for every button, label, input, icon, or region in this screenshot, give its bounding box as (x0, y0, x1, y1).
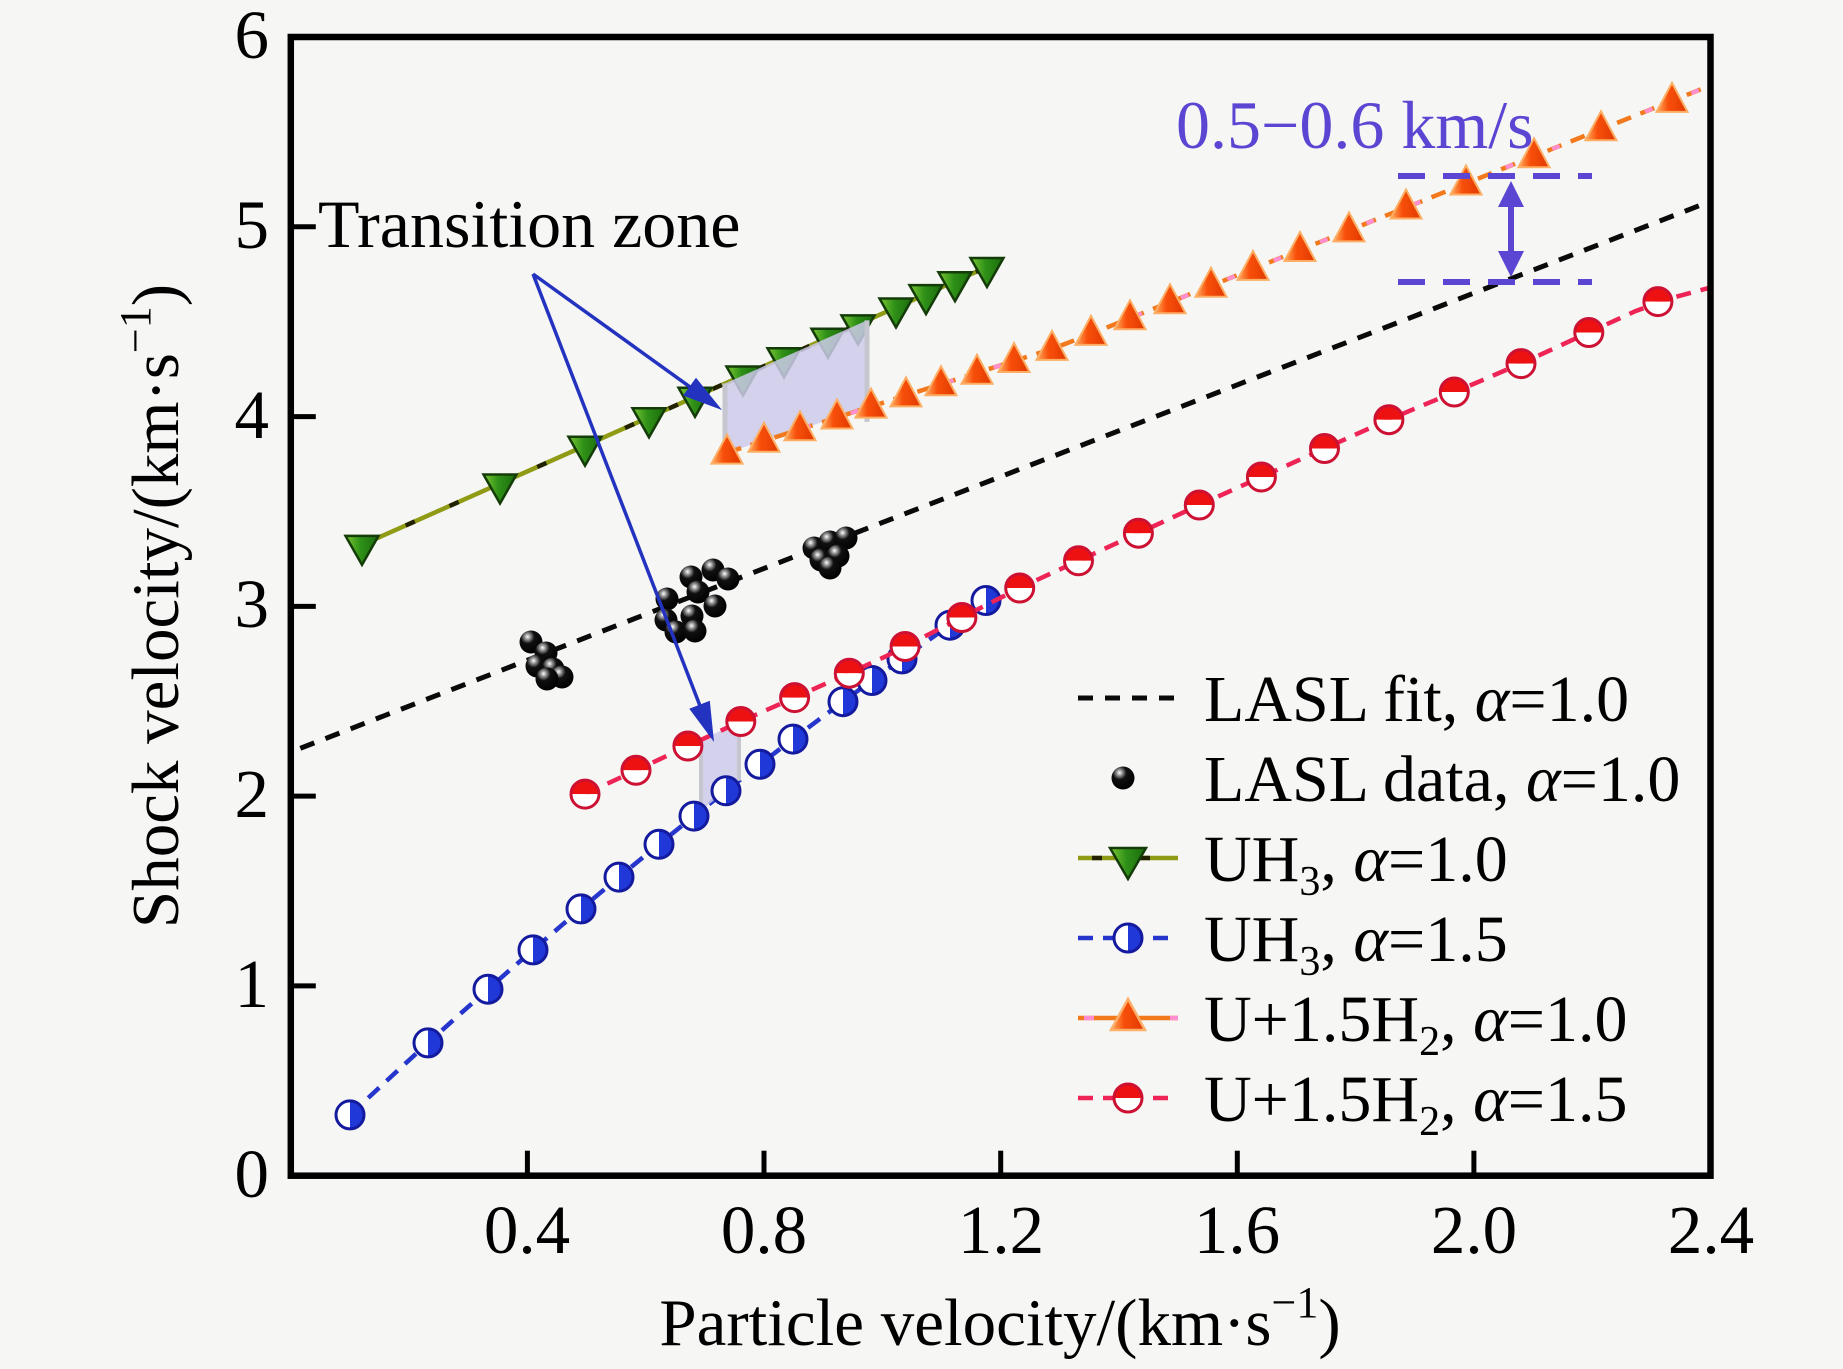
svg-text:UH3, α=1.0: UH3, α=1.0 (1204, 823, 1508, 905)
svg-text:LASL data, α=1.0: LASL data, α=1.0 (1204, 743, 1680, 816)
svg-text:U+1.5H2, α=1.5: U+1.5H2, α=1.5 (1204, 1063, 1627, 1145)
svg-text:Particle velocity/(km·s−1): Particle velocity/(km·s−1) (659, 1278, 1340, 1360)
svg-text:3: 3 (235, 566, 270, 642)
svg-text:1: 1 (235, 946, 270, 1022)
svg-text:2: 2 (235, 756, 270, 832)
svg-text:UH3, α=1.5: UH3, α=1.5 (1204, 903, 1508, 985)
svg-text:0.8: 0.8 (721, 1192, 807, 1268)
svg-text:LASL fit, α=1.0: LASL fit, α=1.0 (1204, 663, 1629, 736)
svg-text:0: 0 (235, 1136, 270, 1212)
svg-text:0.5−0.6 km/s: 0.5−0.6 km/s (1176, 87, 1534, 163)
svg-text:U+1.5H2, α=1.0: U+1.5H2, α=1.0 (1204, 983, 1627, 1065)
svg-text:6: 6 (235, 0, 270, 73)
svg-text:Shock velocity/(km·s−1): Shock velocity/(km·s−1) (111, 284, 193, 928)
svg-text:4: 4 (235, 377, 270, 453)
svg-text:2.4: 2.4 (1668, 1192, 1754, 1268)
svg-text:1.6: 1.6 (1194, 1192, 1280, 1268)
svg-text:0.4: 0.4 (484, 1192, 570, 1268)
svg-text:5: 5 (235, 187, 270, 263)
svg-text:1.2: 1.2 (958, 1192, 1044, 1268)
svg-text:2.0: 2.0 (1431, 1192, 1517, 1268)
svg-text:Transition zone: Transition zone (318, 186, 740, 262)
